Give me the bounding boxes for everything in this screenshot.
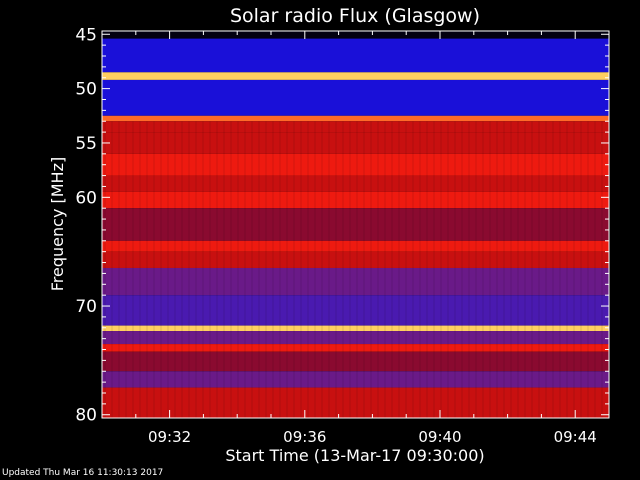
plot-area [101, 30, 610, 419]
x-tick-label: 09:40 [418, 428, 461, 446]
x-tick-label: 09:32 [148, 428, 191, 446]
frequency-band-14 [102, 267, 609, 296]
frequency-band-1 [102, 31, 609, 39]
frequency-band-7 [102, 132, 609, 154]
frequency-band-13 [102, 251, 609, 268]
time-texture [104, 121, 603, 418]
x-tick-label: 09:36 [283, 428, 326, 446]
frequency-band-9 [102, 175, 609, 192]
updated-timestamp: Updated Thu Mar 16 11:30:13 2017 [2, 468, 164, 478]
frequency-band-15 [102, 295, 609, 326]
y-tick-label: 55 [75, 134, 97, 154]
frequency-band-10 [102, 191, 609, 209]
y-tick-label: 60 [75, 188, 97, 208]
frequency-band-17 [102, 331, 609, 345]
y-tick-label: 45 [75, 25, 97, 45]
frequency-band-20 [102, 371, 609, 388]
y-tick-label: 50 [75, 80, 97, 100]
y-tick-label: 70 [75, 297, 97, 317]
frequency-band-21 [102, 387, 609, 418]
frequency-band-6 [102, 121, 609, 133]
chart-title: Solar radio Flux (Glasgow) [230, 5, 480, 27]
frequency-band-2 [102, 38, 609, 73]
frequency-band-12 [102, 240, 609, 252]
frequency-band-19 [102, 351, 609, 372]
frequency-band-5 [102, 115, 609, 122]
y-axis: 45 50 55 60 70 80 [75, 25, 609, 426]
frequency-band-3 [102, 72, 609, 80]
x-tick-label: 09:44 [554, 428, 597, 446]
y-tick-label: 80 [75, 406, 97, 426]
y-axis-label: Frequency [MHz] [48, 157, 67, 291]
frequency-band-8 [102, 153, 609, 176]
plot-frame [101, 30, 610, 419]
x-axis-label: Start Time (13-Mar-17 09:30:00) [225, 446, 484, 465]
frequency-band-11 [102, 208, 609, 241]
frequency-band-18 [102, 344, 609, 352]
x-axis: 09:32 09:36 09:40 09:44 [135, 31, 597, 446]
frequency-band-16 [102, 325, 609, 332]
frequency-band-4 [102, 79, 609, 116]
